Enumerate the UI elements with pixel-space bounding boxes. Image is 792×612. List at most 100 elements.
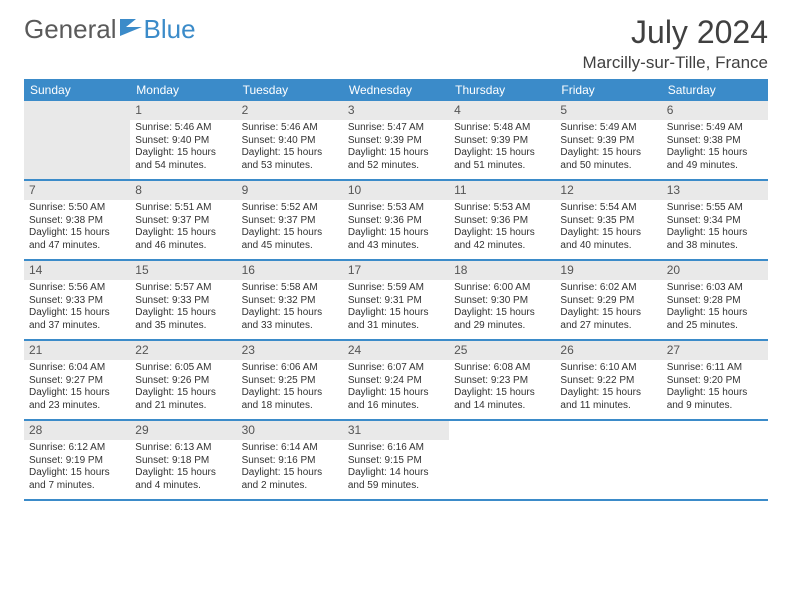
sunset-line: Sunset: 9:39 PM xyxy=(560,135,656,148)
daylight-line: Daylight: 15 hours and 54 minutes. xyxy=(135,147,231,172)
sunset-line: Sunset: 9:24 PM xyxy=(348,375,444,388)
week-row: 1Sunrise: 5:46 AMSunset: 9:40 PMDaylight… xyxy=(24,101,768,181)
day-number: 25 xyxy=(449,341,555,360)
sunset-line: Sunset: 9:26 PM xyxy=(135,375,231,388)
sunrise-line: Sunrise: 5:57 AM xyxy=(135,282,231,295)
calendar-cell: 27Sunrise: 6:11 AMSunset: 9:20 PMDayligh… xyxy=(662,341,768,419)
sunset-line: Sunset: 9:37 PM xyxy=(135,215,231,228)
sunrise-line: Sunrise: 6:14 AM xyxy=(242,442,338,455)
daylight-line: Daylight: 15 hours and 38 minutes. xyxy=(667,227,763,252)
calendar-cell xyxy=(449,421,555,499)
calendar-cell: 3Sunrise: 5:47 AMSunset: 9:39 PMDaylight… xyxy=(343,101,449,179)
daylight-line: Daylight: 15 hours and 18 minutes. xyxy=(242,387,338,412)
daylight-line: Daylight: 15 hours and 4 minutes. xyxy=(135,467,231,492)
calendar-cell: 29Sunrise: 6:13 AMSunset: 9:18 PMDayligh… xyxy=(130,421,236,499)
sunset-line: Sunset: 9:32 PM xyxy=(242,295,338,308)
daylight-line: Daylight: 15 hours and 2 minutes. xyxy=(242,467,338,492)
day-number: 14 xyxy=(24,261,130,280)
sunrise-line: Sunrise: 6:07 AM xyxy=(348,362,444,375)
day-number: 20 xyxy=(662,261,768,280)
calendar-cell: 9Sunrise: 5:52 AMSunset: 9:37 PMDaylight… xyxy=(237,181,343,259)
sunrise-line: Sunrise: 5:54 AM xyxy=(560,202,656,215)
day-header: Saturday xyxy=(662,79,768,101)
day-number: 9 xyxy=(237,181,343,200)
sunset-line: Sunset: 9:40 PM xyxy=(242,135,338,148)
week-row: 21Sunrise: 6:04 AMSunset: 9:27 PMDayligh… xyxy=(24,341,768,421)
sunrise-line: Sunrise: 5:48 AM xyxy=(454,122,550,135)
daylight-line: Daylight: 15 hours and 25 minutes. xyxy=(667,307,763,332)
day-number: 5 xyxy=(555,101,661,120)
calendar-cell: 8Sunrise: 5:51 AMSunset: 9:37 PMDaylight… xyxy=(130,181,236,259)
day-number: 29 xyxy=(130,421,236,440)
day-number: 2 xyxy=(237,101,343,120)
day-number: 24 xyxy=(343,341,449,360)
sunset-line: Sunset: 9:40 PM xyxy=(135,135,231,148)
day-number: 23 xyxy=(237,341,343,360)
sunrise-line: Sunrise: 5:53 AM xyxy=(348,202,444,215)
calendar-cell: 28Sunrise: 6:12 AMSunset: 9:19 PMDayligh… xyxy=(24,421,130,499)
calendar-cell: 31Sunrise: 6:16 AMSunset: 9:15 PMDayligh… xyxy=(343,421,449,499)
day-number: 28 xyxy=(24,421,130,440)
sunset-line: Sunset: 9:25 PM xyxy=(242,375,338,388)
sunrise-line: Sunrise: 6:05 AM xyxy=(135,362,231,375)
daylight-line: Daylight: 15 hours and 23 minutes. xyxy=(29,387,125,412)
day-number: 8 xyxy=(130,181,236,200)
header: General Blue July 2024 Marcilly-sur-Till… xyxy=(0,0,792,79)
sunset-line: Sunset: 9:16 PM xyxy=(242,455,338,468)
daylight-line: Daylight: 15 hours and 50 minutes. xyxy=(560,147,656,172)
calendar-cell: 2Sunrise: 5:46 AMSunset: 9:40 PMDaylight… xyxy=(237,101,343,179)
calendar-cell: 12Sunrise: 5:54 AMSunset: 9:35 PMDayligh… xyxy=(555,181,661,259)
daylight-line: Daylight: 15 hours and 42 minutes. xyxy=(454,227,550,252)
week-row: 7Sunrise: 5:50 AMSunset: 9:38 PMDaylight… xyxy=(24,181,768,261)
day-number: 11 xyxy=(449,181,555,200)
sunset-line: Sunset: 9:19 PM xyxy=(29,455,125,468)
sunset-line: Sunset: 9:30 PM xyxy=(454,295,550,308)
calendar-cell: 18 Sunrise: 6:00 AMSunset: 9:30 PMDayligh… xyxy=(449,261,555,339)
sunrise-line: Sunrise: 5:53 AM xyxy=(454,202,550,215)
day-header-row: SundayMondayTuesdayWednesdayThursdayFrid… xyxy=(24,79,768,101)
month-title: July 2024 xyxy=(583,14,768,51)
daylight-line: Daylight: 15 hours and 29 minutes. xyxy=(454,307,550,332)
sunrise-line: Sunrise: 6:13 AM xyxy=(135,442,231,455)
calendar-cell: 21Sunrise: 6:04 AMSunset: 9:27 PMDayligh… xyxy=(24,341,130,419)
daylight-line: Daylight: 15 hours and 52 minutes. xyxy=(348,147,444,172)
day-number: 19 xyxy=(555,261,661,280)
day-number: 26 xyxy=(555,341,661,360)
day-header: Sunday xyxy=(24,79,130,101)
sunset-line: Sunset: 9:20 PM xyxy=(667,375,763,388)
day-number: 4 xyxy=(449,101,555,120)
day-number: 16 xyxy=(237,261,343,280)
day-number: 18 xyxy=(449,261,555,280)
sunset-line: Sunset: 9:35 PM xyxy=(560,215,656,228)
sunrise-line: Sunrise: 5:47 AM xyxy=(348,122,444,135)
calendar-cell: 23 Sunrise: 6:06 AMSunset: 9:25 PMDayligh… xyxy=(237,341,343,419)
sunset-line: Sunset: 9:34 PM xyxy=(667,215,763,228)
calendar-cell: 5Sunrise: 5:49 AMSunset: 9:39 PMDaylight… xyxy=(555,101,661,179)
day-number: 3 xyxy=(343,101,449,120)
daylight-line: Daylight: 15 hours and 53 minutes. xyxy=(242,147,338,172)
calendar-cell: 10Sunrise: 5:53 AMSunset: 9:36 PMDayligh… xyxy=(343,181,449,259)
sunrise-line: Sunrise: 6:00 AM xyxy=(454,282,550,295)
daylight-line: Daylight: 15 hours and 43 minutes. xyxy=(348,227,444,252)
week-row: 28Sunrise: 6:12 AMSunset: 9:19 PMDayligh… xyxy=(24,421,768,501)
daylight-line: Daylight: 15 hours and 9 minutes. xyxy=(667,387,763,412)
sunrise-line: Sunrise: 5:49 AM xyxy=(667,122,763,135)
sunrise-line: Sunrise: 6:06 AM xyxy=(242,362,338,375)
daylight-line: Daylight: 15 hours and 51 minutes. xyxy=(454,147,550,172)
sunset-line: Sunset: 9:38 PM xyxy=(667,135,763,148)
sunset-line: Sunset: 9:22 PM xyxy=(560,375,656,388)
sunset-line: Sunset: 9:33 PM xyxy=(135,295,231,308)
daylight-line: Daylight: 15 hours and 45 minutes. xyxy=(242,227,338,252)
daylight-line: Daylight: 15 hours and 7 minutes. xyxy=(29,467,125,492)
sunset-line: Sunset: 9:38 PM xyxy=(29,215,125,228)
daylight-line: Daylight: 15 hours and 40 minutes. xyxy=(560,227,656,252)
calendar-cell: 7Sunrise: 5:50 AMSunset: 9:38 PMDaylight… xyxy=(24,181,130,259)
title-block: July 2024 Marcilly-sur-Tille, France xyxy=(583,14,768,73)
daylight-line: Daylight: 15 hours and 21 minutes. xyxy=(135,387,231,412)
sunset-line: Sunset: 9:37 PM xyxy=(242,215,338,228)
weeks-container: 1Sunrise: 5:46 AMSunset: 9:40 PMDaylight… xyxy=(24,101,768,501)
calendar-cell: 22Sunrise: 6:05 AMSunset: 9:26 PMDayligh… xyxy=(130,341,236,419)
day-header: Monday xyxy=(130,79,236,101)
sunrise-line: Sunrise: 5:50 AM xyxy=(29,202,125,215)
sunrise-line: Sunrise: 6:03 AM xyxy=(667,282,763,295)
